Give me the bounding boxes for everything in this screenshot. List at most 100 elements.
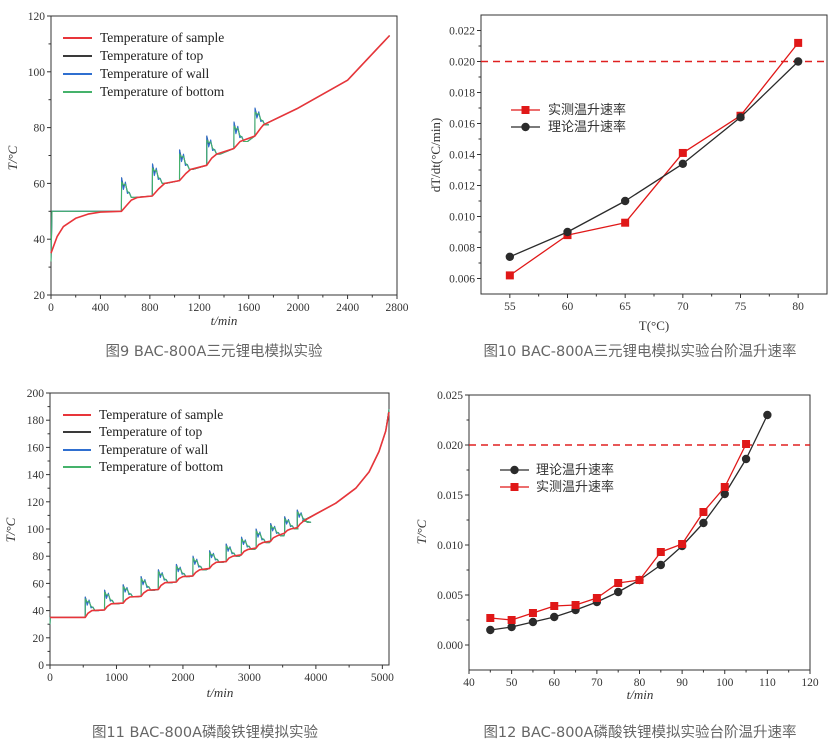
fig10-theory-point: [563, 227, 572, 237]
fig11-ylabel: T/°C: [3, 517, 18, 542]
fig11-ytick-label: 60: [33, 578, 45, 590]
fig12-ytick-label: 0.000: [437, 640, 463, 652]
fig11-ytick-label: 180: [27, 415, 45, 427]
fig12-theory-point: [699, 518, 708, 528]
fig9-xtick-label: 1200: [188, 302, 211, 314]
fig10-ytick-label: 0.018: [449, 88, 475, 100]
fig10-xtick-label: 55: [504, 301, 516, 313]
fig12-theory-point: [741, 454, 751, 464]
fig10-measured-point: [794, 38, 803, 47]
fig12-caption: 图12 BAC-800A磷酸铁锂模拟实验台阶温升速率: [483, 724, 796, 741]
fig9-ytick-label: 120: [28, 11, 46, 23]
fig12-xtick-label: 40: [463, 677, 475, 689]
fig12-measured-point: [528, 609, 537, 617]
fig10-legend-marker: [521, 106, 530, 114]
fig12-ylabel: T/°C: [414, 519, 429, 544]
fig12-measured-point: [507, 616, 516, 624]
fig10-ytick-label: 0.010: [449, 212, 475, 224]
fig10-xtick-label: 70: [677, 301, 689, 313]
fig9-legend-wall: Temperature of wall: [100, 66, 210, 81]
fig10-theory-point: [620, 196, 630, 206]
fig12-legend-measured: 实测温升速率: [536, 479, 614, 495]
fig10-legend-measured: 实测温升速率: [548, 102, 626, 118]
fig10-ytick-label: 0.008: [449, 243, 475, 255]
fig12-xtick-label: 50: [506, 677, 518, 689]
fig11-ytick-label: 200: [27, 388, 45, 400]
fig9-ylabel: T/°C: [5, 145, 20, 170]
fig12-xtick-label: 70: [591, 677, 603, 689]
fig11-series-sample: [50, 411, 390, 619]
fig11-xtick-label: 2000: [171, 672, 194, 684]
fig9-caption: 图9 BAC-800A三元锂电模拟实验: [106, 343, 323, 360]
fig10-theory-point: [678, 159, 688, 168]
fig9-xtick-label: 800: [141, 302, 159, 314]
fig12-xtick-label: 60: [549, 677, 561, 689]
fig11-legend-bottom: Temperature of bottom: [99, 459, 224, 474]
fig9-xtick-label: 2400: [336, 302, 359, 314]
fig9-legend-top: Temperature of top: [100, 48, 204, 63]
fig11-xtick-label: 3000: [238, 672, 261, 684]
fig9-legend-sample: Temperature of sample: [100, 30, 224, 45]
fig10-xlabel: T(°C): [639, 318, 669, 333]
fig11-legend-wall: Temperature of wall: [99, 442, 209, 457]
fig12-xtick-label: 90: [676, 677, 688, 689]
fig12-ytick-label: 0.005: [437, 590, 463, 602]
fig11-xtick-label: 0: [47, 672, 53, 684]
fig9-legend-bottom: Temperature of bottom: [100, 84, 225, 99]
fig12-theory-point: [720, 489, 729, 499]
fig10-ytick-label: 0.016: [449, 119, 475, 131]
fig12-theory-point: [550, 612, 559, 622]
fig10-measured-point: [678, 148, 687, 157]
fig12-xtick-label: 80: [634, 677, 646, 689]
fig12-measured-point: [656, 548, 665, 556]
fig9-series-sample: [50, 34, 391, 254]
chart-marks: 0 400 800 1200 1600 2000 2400 28002040608010012…: [27, 11, 828, 689]
fig9-series-bottom: [50, 35, 391, 262]
fig9-ytick-label: 80: [34, 123, 46, 135]
fig10-caption: 图10 BAC-800A三元锂电模拟实验台阶温升速率: [483, 343, 796, 360]
fig11-ytick-label: 0: [38, 660, 44, 672]
fig11-xlabel: t/min: [207, 685, 234, 700]
fig12-measured-point: [614, 579, 623, 587]
fig12-xtick-label: 110: [759, 677, 776, 689]
fig12-theory-point: [656, 560, 666, 570]
fig10-measured-point: [621, 218, 630, 227]
fig11-ytick-label: 140: [27, 470, 45, 482]
fig10-xtick-label: 80: [792, 301, 804, 313]
fig10-theory-point: [736, 113, 745, 122]
fig12-theory-point: [486, 625, 495, 635]
fig12-legend-marker: [510, 465, 519, 475]
fig10-ytick-label: 0.020: [449, 57, 475, 69]
fig10-series-theory-line: [509, 61, 799, 258]
fig12-measured-point: [699, 508, 708, 516]
fig9-ytick-label: 60: [34, 178, 46, 190]
fig12-measured-point: [678, 540, 687, 548]
fig10-ytick-label: 0.022: [449, 26, 475, 38]
fig10-ylabel: dT/dt(°C/min): [428, 118, 443, 193]
fig10-theory-point: [793, 57, 803, 66]
fig11-ytick-label: 40: [33, 606, 45, 618]
fig12-measured-point: [550, 602, 559, 610]
fig12-measured-point: [742, 440, 751, 448]
fig12-measured-point: [486, 614, 495, 622]
fig9-ytick-label: 40: [34, 234, 46, 246]
fig12-ytick-label: 0.010: [437, 540, 463, 552]
fig11-caption: 图11 BAC-800A磷酸铁锂模拟实验: [92, 724, 319, 741]
fig10-ytick-label: 0.006: [449, 274, 475, 286]
fig11-xtick-label: 4000: [304, 672, 327, 684]
fig11-ytick-label: 20: [33, 633, 45, 645]
fig11-ytick-label: 80: [33, 551, 45, 563]
fig9-xtick-label: 0: [48, 302, 54, 314]
fig11-ytick-label: 100: [27, 524, 45, 536]
fig12-theory-point: [528, 617, 538, 627]
fig9-xtick-label: 2000: [287, 302, 310, 314]
fig10-legend-theory: 理论温升速率: [548, 119, 626, 135]
fig11-series-bottom: [49, 409, 390, 625]
fig11-ytick-label: 160: [27, 442, 45, 454]
fig12-series-theory-line: [490, 414, 768, 631]
fig12-plot-frame: [468, 394, 811, 671]
fig11-legend-sample: Temperature of sample: [99, 407, 223, 422]
fig10-legend-marker: [521, 122, 530, 132]
